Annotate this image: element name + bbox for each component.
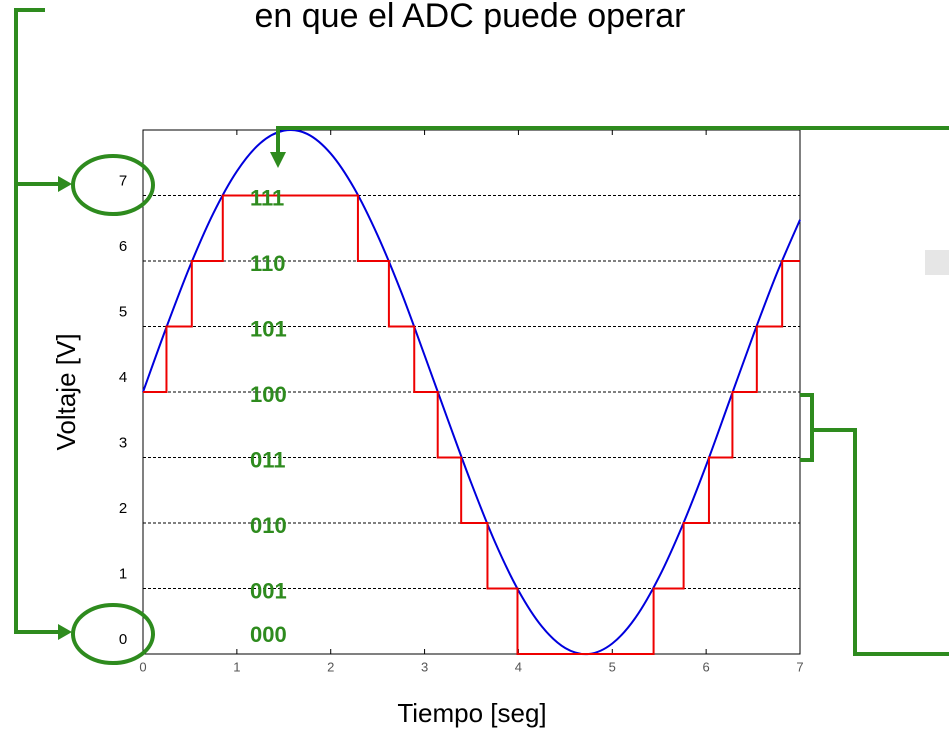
code-label: 011 [250,447,286,472]
plot: 0 1 2 3 4 5 6 7 0 1 2 3 4 5 6 7 111 110 101 100 011 010 001 000 [119,128,804,674]
x-tick-label: 0 [139,659,146,674]
arrow-head [58,624,72,640]
arrow-head [270,152,286,168]
code-label: 001 [250,578,287,603]
step-line [143,194,800,655]
bracket-left [14,8,62,634]
y-tick-label: 5 [119,303,127,320]
plot-frame [142,129,801,655]
code-label: 100 [250,382,287,407]
x-tick-label: 3 [421,659,428,674]
code-label: 010 [250,513,287,538]
annotations [14,8,949,665]
y-tick-label: 4 [119,369,127,386]
y-tick-label: 6 [119,238,127,255]
x-tick-label: 1 [233,659,240,674]
x-axis-label: Tiempo [seg] [397,698,546,728]
x-tick-label: 6 [703,659,710,674]
arrow-peak [276,126,949,155]
bracket-step [800,393,814,462]
x-tick-label: 5 [609,659,616,674]
y-tick-label: 2 [119,500,127,517]
x-tick-label: 2 [327,659,334,674]
y-tick-label: 0 [119,631,127,648]
y-tick-label: 1 [119,565,127,582]
x-tick-label: 7 [796,659,803,674]
title: en que el ADC puede operar [255,0,686,35]
code-label: 101 [250,316,287,341]
arrow-head [58,176,72,192]
arrow-heads [58,152,286,640]
circle-min [71,603,155,665]
code-label: 110 [250,251,286,276]
bracket-line [812,428,949,656]
code-label: 111 [250,185,284,210]
y-tick-label: 7 [119,172,127,189]
y-tick-label: 3 [119,434,127,451]
partial-box [925,250,949,275]
code-label: 000 [250,622,287,647]
signal-line [142,128,801,656]
y-axis-label: Voltaje [V] [51,333,81,450]
circle-max [71,154,155,216]
x-tick-label: 4 [515,659,522,674]
